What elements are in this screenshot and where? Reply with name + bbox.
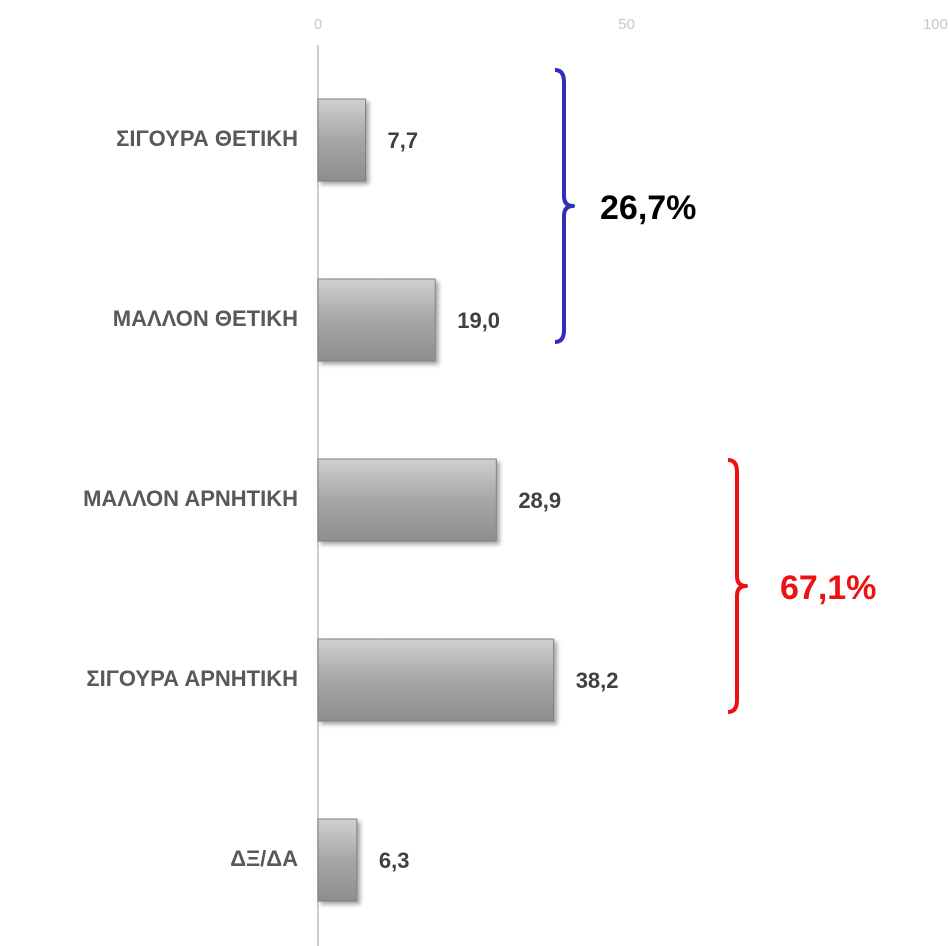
annotation: 67,1%: [780, 569, 876, 607]
brace: [727, 458, 748, 714]
bar: [317, 98, 367, 182]
value-label: 19,0: [457, 308, 500, 333]
value-label: 6,3: [379, 848, 410, 873]
category-label: ΣΙΓΟΥΡΑ ΑΡΝΗΤΙΚΗ: [86, 666, 298, 691]
bar: [317, 818, 358, 902]
bar: [317, 278, 436, 362]
category-label: ΜΑΛΛΟΝ ΑΡΝΗΤΙΚΗ: [83, 486, 298, 511]
annotation: 26,7%: [600, 189, 696, 227]
bar: [317, 458, 497, 542]
value-label: 7,7: [388, 128, 419, 153]
category-label: ΣΙΓΟΥΡΑ ΘΕΤΙΚΗ: [116, 126, 298, 151]
x-tick-label: 50: [618, 16, 635, 33]
category-label: ΜΑΛΛΟΝ ΘΕΤΙΚΗ: [113, 306, 298, 331]
bar: [317, 638, 555, 722]
x-tick-label: 0: [314, 16, 322, 33]
value-label: 38,2: [576, 668, 619, 693]
x-tick-label: 100: [923, 16, 948, 33]
value-label: 28,9: [518, 488, 561, 513]
brace: [554, 68, 575, 344]
category-label: ΔΞ/ΔΑ: [230, 846, 298, 871]
